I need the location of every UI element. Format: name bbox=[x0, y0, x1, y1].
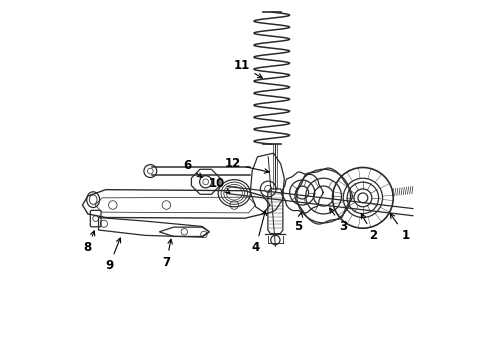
Text: 12: 12 bbox=[224, 157, 269, 173]
Text: 5: 5 bbox=[294, 212, 303, 233]
Text: 4: 4 bbox=[251, 211, 267, 255]
Text: 10: 10 bbox=[208, 177, 230, 193]
Text: 1: 1 bbox=[390, 213, 410, 242]
Text: 3: 3 bbox=[330, 208, 347, 233]
Text: 11: 11 bbox=[233, 59, 262, 78]
Text: 7: 7 bbox=[162, 239, 172, 269]
Text: 8: 8 bbox=[84, 231, 95, 255]
Text: 2: 2 bbox=[361, 214, 378, 242]
Text: 6: 6 bbox=[184, 159, 202, 177]
Text: 9: 9 bbox=[105, 238, 121, 272]
